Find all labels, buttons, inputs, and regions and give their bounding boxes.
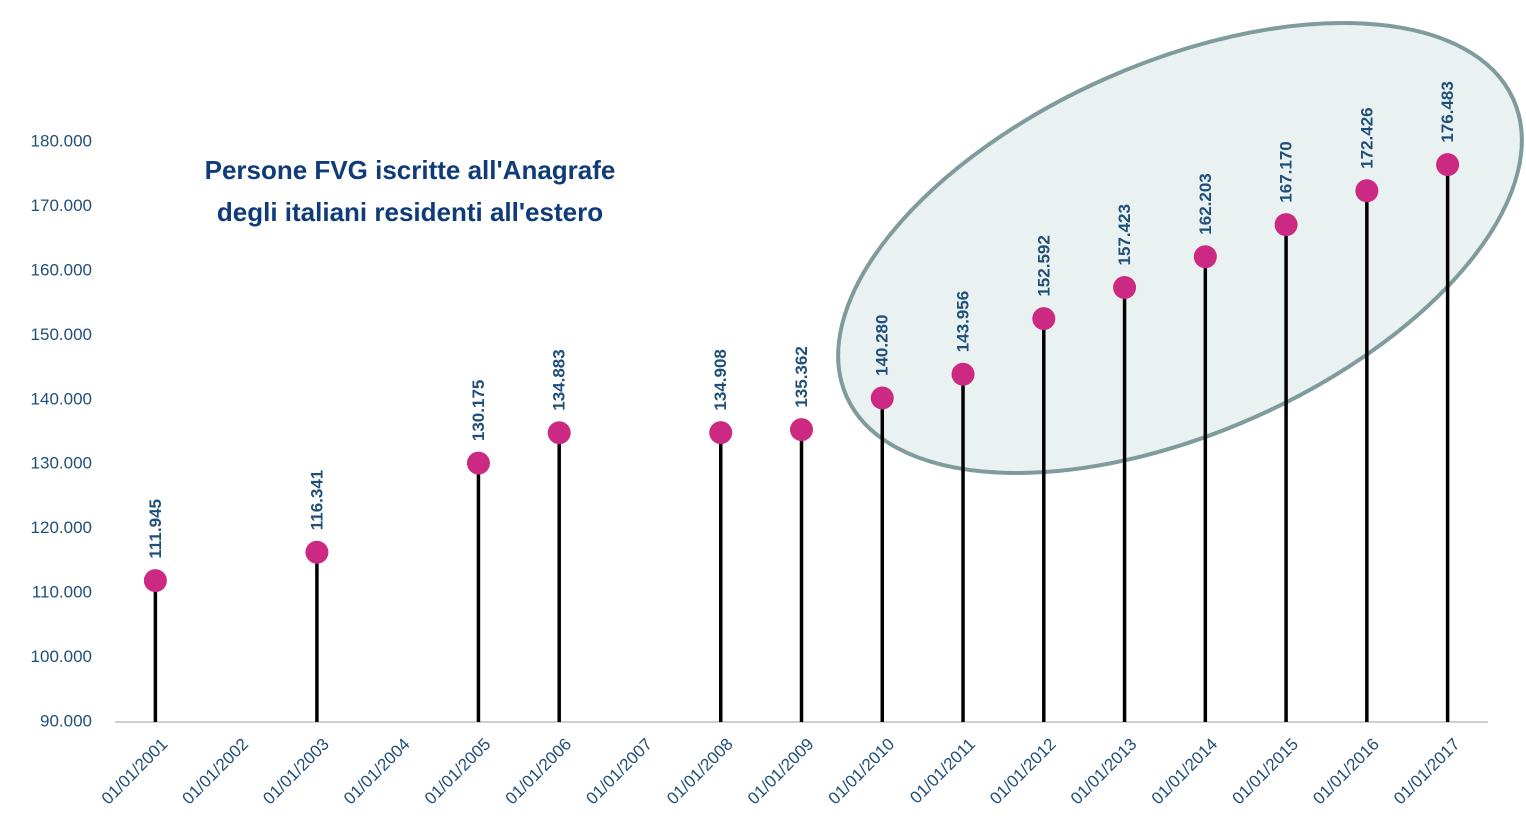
dot — [143, 569, 167, 593]
value-label: 143.956 — [954, 291, 973, 352]
value-label: 134.908 — [711, 349, 730, 410]
y-tick-label: 180.000 — [31, 131, 92, 150]
value-label: 111.945 — [146, 499, 165, 559]
value-label: 162.203 — [1196, 173, 1215, 234]
chart-title: Persone FVG iscritte all'Anagrafe — [205, 155, 616, 185]
dot — [1355, 179, 1379, 203]
value-label: 157.423 — [1115, 204, 1134, 265]
value-label: 167.170 — [1277, 141, 1296, 202]
dot — [547, 421, 571, 445]
x-tick-label: 01/01/2011 — [906, 735, 979, 808]
x-tick-label: 01/01/2012 — [986, 735, 1060, 809]
y-tick-label: 90.000 — [40, 711, 92, 730]
x-tick-label: 01/01/2015 — [1228, 735, 1302, 809]
value-label: 134.883 — [550, 349, 569, 410]
dot — [305, 540, 329, 564]
x-tick-label: 01/01/2009 — [744, 735, 818, 809]
value-label: 140.280 — [873, 315, 892, 376]
value-label: 152.592 — [1034, 235, 1053, 296]
value-label: 135.362 — [792, 346, 811, 407]
dot — [870, 386, 894, 410]
dot — [1193, 245, 1217, 269]
value-label: 176.483 — [1438, 81, 1457, 142]
x-tick-label: 01/01/2017 — [1390, 735, 1464, 809]
y-tick-label: 150.000 — [31, 325, 92, 344]
dot — [709, 421, 733, 445]
x-tick-label: 01/01/2001 — [98, 735, 172, 809]
x-tick-label: 01/01/2016 — [1309, 735, 1383, 809]
x-tick-label: 01/01/2007 — [582, 735, 656, 809]
y-tick-label: 120.000 — [31, 518, 92, 537]
y-tick-label: 170.000 — [31, 196, 92, 215]
dot — [951, 362, 975, 386]
dot — [1032, 307, 1056, 331]
x-tick-label: 01/01/2013 — [1067, 735, 1141, 809]
dot — [790, 418, 813, 442]
chart-title: degli italiani residenti all'estero — [217, 197, 603, 227]
value-label: 116.341 — [307, 470, 326, 531]
y-tick-label: 110.000 — [32, 583, 92, 602]
x-tick-label: 01/01/2002 — [179, 735, 253, 809]
dot — [1274, 213, 1298, 237]
x-tick-label: 01/01/2006 — [502, 735, 576, 809]
x-tick-label: 01/01/2014 — [1148, 735, 1222, 809]
x-tick-label: 01/01/2005 — [421, 735, 495, 809]
dot — [1436, 153, 1460, 177]
x-tick-label: 01/01/2004 — [340, 735, 414, 809]
y-tick-label: 140.000 — [31, 389, 92, 408]
value-label: 172.426 — [1357, 107, 1376, 168]
x-tick-label: 01/01/2010 — [825, 735, 899, 809]
x-tick-label: 01/01/2008 — [663, 735, 737, 809]
dot — [1113, 275, 1137, 299]
highlight-ellipse — [836, 21, 1524, 475]
y-tick-label: 160.000 — [31, 260, 92, 279]
value-label: 130.175 — [469, 380, 488, 441]
x-tick-label: 01/01/2003 — [259, 735, 333, 809]
dot — [466, 451, 490, 475]
y-tick-label: 100.000 — [31, 647, 92, 666]
y-tick-label: 130.000 — [31, 454, 92, 473]
